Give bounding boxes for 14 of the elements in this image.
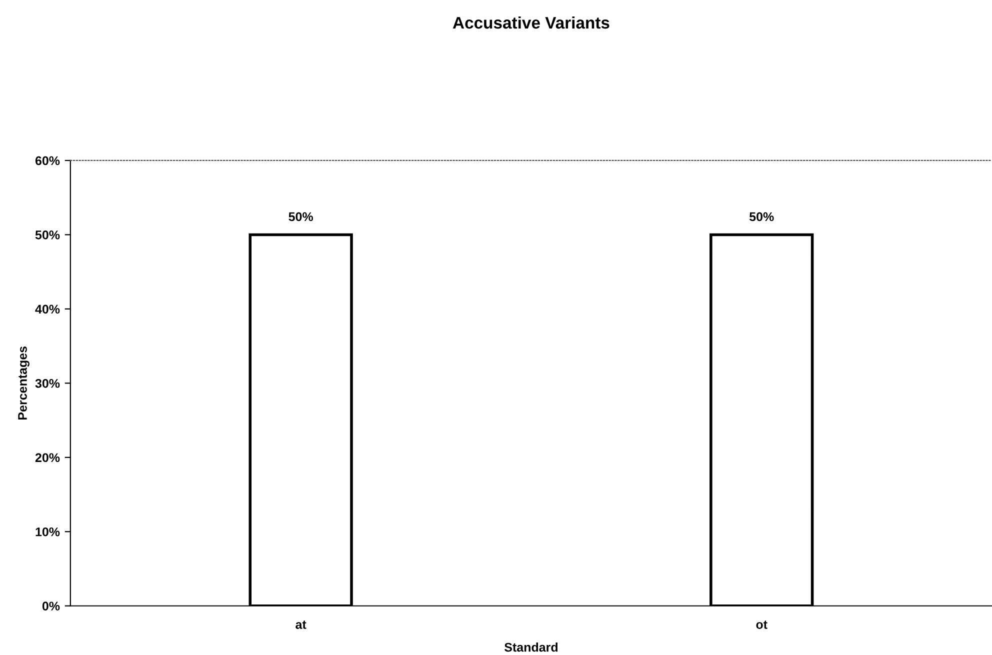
y-tick-label: 10%: [36, 527, 60, 536]
data-label: 50%: [288, 212, 314, 222]
y-tick-label: 40%: [35, 304, 60, 314]
data-label: 50%: [749, 212, 774, 222]
chart-title: Accusative Variants: [452, 16, 610, 29]
y-tick-label: 30%: [35, 378, 60, 388]
x-tick-label: ot: [756, 620, 768, 629]
x-axis-title: Standard: [504, 642, 558, 652]
y-axis-title: Percentages: [18, 346, 30, 420]
y-tick-label: 60%: [35, 156, 60, 166]
y-tick-label: 20%: [35, 453, 60, 462]
y-tick-label: 50%: [35, 230, 60, 240]
x-tick-label: at: [296, 620, 306, 629]
y-tick-label: 0%: [42, 602, 60, 611]
